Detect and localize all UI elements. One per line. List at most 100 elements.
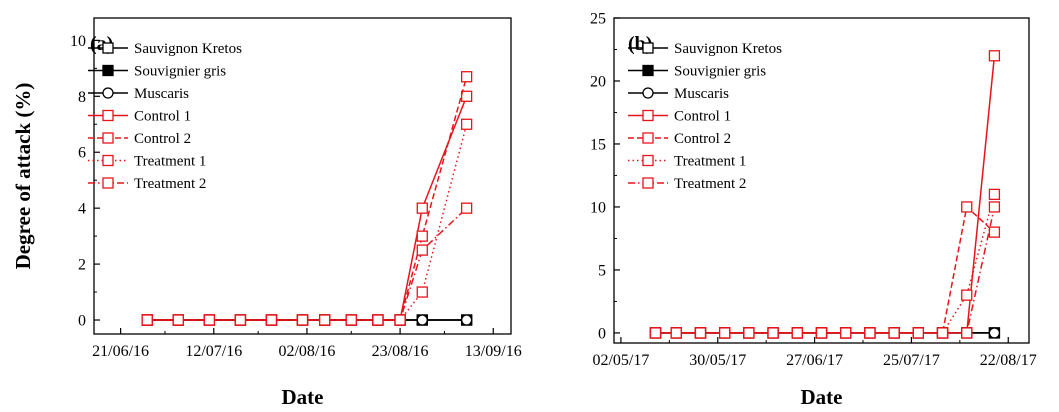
data-point (961, 327, 973, 339)
data-point (649, 327, 662, 339)
x-tick-label: 22/08/17 (980, 352, 1037, 369)
x-axis-title: Date (282, 385, 324, 409)
legend-marker (642, 154, 654, 167)
series-5 (141, 118, 473, 326)
series-line (147, 207, 468, 321)
data-point (988, 188, 1001, 201)
series-line (655, 206, 996, 334)
x-tick-label: 30/05/17 (689, 352, 746, 369)
legend-marker (642, 177, 654, 189)
data-point (172, 314, 184, 326)
data-point (864, 327, 876, 339)
series-6 (141, 202, 473, 326)
legend-marker (102, 177, 114, 189)
legend-entry: Sauvignon Kretos (134, 41, 242, 57)
data-point (416, 244, 428, 256)
y-tick-label: 0 (598, 325, 606, 342)
data-point (815, 327, 828, 339)
data-point (460, 314, 473, 326)
data-point (719, 327, 731, 339)
legend: Sauvignon Kretos Souvignier gris Muscaris C… (88, 41, 242, 192)
legend-marker (642, 109, 654, 122)
y-tick-label: 2 (78, 257, 86, 274)
y-tick-label: 5 (598, 262, 606, 279)
data-point (988, 50, 1001, 62)
data-point (670, 327, 682, 339)
x-tick-label: 27/06/17 (786, 352, 843, 369)
y-tick-label: 0 (78, 313, 86, 330)
series-6 (649, 201, 1001, 339)
data-point (791, 327, 803, 339)
data-point (961, 201, 973, 213)
legend-entry: Souvignier gris (134, 64, 226, 80)
data-point (460, 202, 473, 214)
legend-marker (642, 64, 654, 77)
legend-entry: Control 2 (134, 131, 191, 147)
data-point (394, 314, 406, 326)
legend-marker (102, 64, 114, 77)
data-point (203, 314, 215, 326)
data-point (319, 314, 331, 326)
data-point (912, 327, 924, 339)
data-point (416, 230, 428, 242)
y-tick-label: 15 (590, 136, 606, 153)
data-point (460, 90, 473, 102)
legend-entry: Treatment 2 (134, 176, 206, 192)
y-axis-title: Degree of attack (%) (11, 83, 35, 270)
chart-panel-a: 21/06/16 12/07/16 02/08/16 23/08/16 13/09/16… (11, 17, 522, 409)
legend-entry: Sauvignon Kretos (674, 41, 782, 57)
legend-marker (102, 42, 114, 54)
y-tick-label: 8 (78, 89, 86, 106)
x-axis-title: Date (801, 385, 843, 409)
legend-marker (102, 154, 114, 167)
data-point (936, 327, 949, 339)
legend-marker (642, 87, 654, 99)
data-point (888, 327, 900, 339)
x-tick-label: 13/09/16 (465, 343, 522, 360)
chart-panel-b: 02/05/17 30/05/17 27/06/17 25/07/17 22/08/17… (590, 11, 1037, 410)
series-line (655, 205, 995, 334)
x-tick-label: 23/08/16 (372, 343, 429, 360)
legend-entry: Souvignier gris (674, 64, 766, 80)
data-point (416, 286, 428, 298)
x-tick-label: 02/05/17 (592, 352, 649, 369)
legend-entry: Control 1 (674, 109, 731, 125)
legend-marker (642, 132, 654, 144)
data-point (743, 327, 755, 339)
y-tick-label: 10 (70, 33, 86, 50)
data-point (265, 314, 278, 326)
legend-entry: Muscaris (674, 86, 729, 102)
legend: Sauvignon Kretos Souvignier gris Muscaris C… (628, 41, 782, 192)
x-tick-label: 25/07/17 (883, 352, 940, 369)
legend-marker (102, 109, 114, 122)
x-tick-label: 02/08/16 (278, 343, 335, 360)
data-point (988, 201, 1001, 213)
legend-entry: Muscaris (134, 86, 189, 102)
data-point (840, 327, 852, 339)
legend-marker (102, 132, 114, 144)
legend-marker (642, 42, 654, 54)
data-point (988, 327, 1001, 339)
y-tick-label: 10 (590, 199, 606, 216)
data-point (234, 314, 247, 326)
plot-frame (93, 17, 512, 335)
data-point (694, 327, 707, 339)
data-point (460, 71, 473, 83)
legend-entry: Treatment 2 (674, 176, 746, 192)
legend-marker (102, 87, 114, 99)
legend-entry: Treatment 1 (674, 154, 746, 170)
series-line (147, 76, 468, 321)
data-point (416, 314, 428, 326)
series-5 (649, 188, 1001, 339)
data-point (345, 314, 357, 326)
series-line (655, 194, 996, 334)
x-tick-label: 21/06/16 (92, 343, 149, 360)
legend-entry: Control 1 (134, 109, 191, 125)
data-point (988, 226, 1001, 238)
y-tick-label: 4 (78, 201, 86, 218)
legend-entry: Treatment 1 (134, 154, 206, 170)
y-tick-label: 20 (590, 73, 606, 90)
x-tick-label: 12/07/16 (185, 343, 242, 360)
data-point (141, 314, 153, 326)
